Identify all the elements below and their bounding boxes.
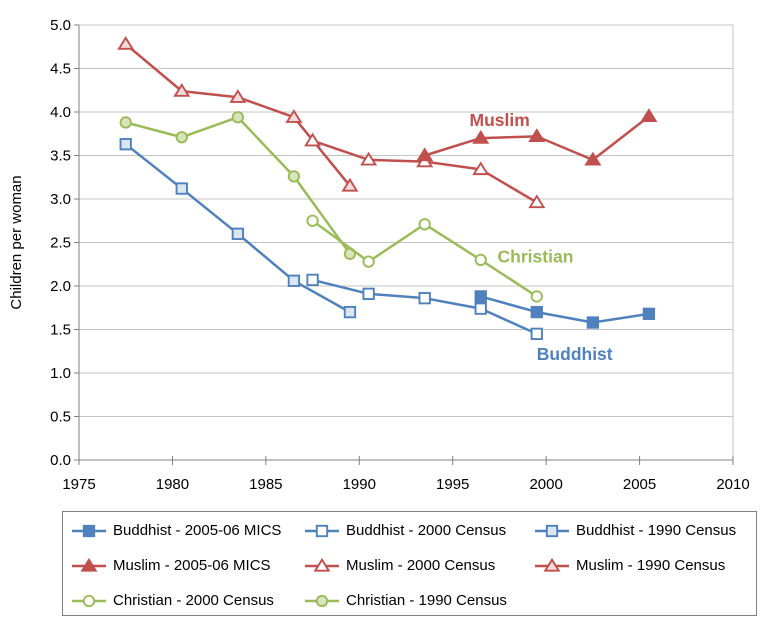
marker-buddhist-2000-census [306, 273, 319, 287]
legend-marker-buddhist-1990-census [535, 524, 569, 537]
marker-buddhist-2005-06-mics [642, 307, 656, 320]
x-tick-label: 1975 [62, 476, 95, 493]
y-tick-label: 4.5 [50, 61, 71, 78]
marker-muslim-2000-census [313, 557, 331, 572]
marker-buddhist-1990-census [119, 138, 132, 151]
marker-muslim-1990-census [117, 36, 135, 50]
legend-item-muslim-2005-06-mics: Muslim - 2005-06 MICS [71, 557, 304, 575]
series-line-buddhist-2005-06-mics [480, 295, 650, 324]
legend-label: Muslim - 1990 Census [576, 557, 726, 574]
legend-label: Muslim - 2005-06 MICS [113, 557, 271, 574]
y-tick-label: 0.0 [50, 452, 71, 469]
marker-buddhist-1990-census [343, 305, 357, 319]
x-tick-label: 1980 [156, 476, 189, 493]
marker-muslim-2005-06-mics [472, 129, 490, 144]
marker-christian-1990-census [231, 111, 244, 124]
marker-muslim-2000-census [360, 151, 378, 166]
series-label-muslim: Muslim [470, 110, 530, 130]
marker-buddhist-2000-census [418, 292, 431, 305]
legend-marker-christian-2000-census [72, 594, 106, 607]
x-tick-label: 2005 [623, 476, 656, 493]
y-axis-title: Children per woman [8, 175, 25, 309]
marker-muslim-2000-census [304, 132, 322, 147]
marker-christian-1990-census [175, 131, 188, 144]
legend-marker-muslim-1990-census [535, 557, 569, 572]
x-tick-label: 2000 [529, 476, 562, 493]
marker-christian-2000-census [474, 253, 487, 267]
legend-marker-muslim-2000-census [305, 557, 339, 572]
marker-buddhist-2000-census [530, 327, 543, 340]
legend-item-muslim-1990-census: Muslim - 1990 Census [534, 557, 756, 575]
legend-item-buddhist-1990-census: Buddhist - 1990 Census [534, 522, 756, 540]
legend-marker-muslim-2005-06-mics [72, 557, 106, 572]
y-tick-label: 2.5 [50, 235, 71, 252]
legend-label: Christian - 1990 Census [346, 592, 507, 609]
marker-christian-1990-census [119, 116, 132, 129]
x-tick-label: 2010 [716, 476, 749, 493]
marker-christian-1990-census [287, 170, 301, 183]
y-tick-label: 3.0 [50, 191, 71, 208]
marker-muslim-2005-06-mics [528, 128, 546, 143]
marker-muslim-2005-06-mics [416, 147, 434, 162]
marker-buddhist-2000-census [362, 287, 375, 300]
series-label-christian: Christian [498, 247, 574, 267]
marker-christian-2000-census [362, 255, 375, 268]
legend-item-muslim-2000-census: Muslim - 2000 Census [304, 557, 534, 575]
marker-buddhist-1990-census [287, 274, 301, 287]
legend-marker-buddhist-2005-06-mics [72, 524, 106, 537]
y-tick-label: 4.0 [50, 104, 71, 121]
legend-item-christian-2000-census: Christian - 2000 Census [71, 592, 304, 610]
marker-christian-2000-census [418, 218, 431, 231]
y-tick-label: 3.5 [50, 148, 71, 165]
y-tick-label: 2.0 [50, 278, 71, 295]
marker-buddhist-2000-census [315, 524, 329, 537]
marker-muslim-1990-census [229, 89, 247, 103]
marker-muslim-2005-06-mics [80, 557, 98, 572]
legend-label: Buddhist - 2005-06 MICS [113, 522, 282, 539]
marker-muslim-1990-census [543, 557, 561, 572]
marker-buddhist-2005-06-mics [586, 316, 600, 329]
legend-label: Buddhist - 2000 Census [346, 522, 507, 539]
y-tick-label: 1.0 [50, 365, 71, 382]
marker-buddhist-1990-census [545, 524, 559, 537]
y-tick-label: 1.5 [50, 322, 71, 339]
marker-christian-2000-census [530, 290, 543, 303]
legend-label: Christian - 2000 Census [113, 592, 274, 609]
marker-muslim-1990-census [285, 109, 303, 123]
marker-buddhist-1990-census [231, 227, 244, 240]
marker-muslim-2000-census [528, 194, 546, 209]
x-tick-label: 1990 [343, 476, 376, 493]
marker-christian-1990-census [315, 594, 329, 607]
y-tick-label: 0.5 [50, 409, 71, 426]
marker-christian-2000-census [306, 214, 319, 227]
marker-muslim-2000-census [472, 161, 490, 176]
marker-buddhist-2000-census [474, 302, 487, 315]
x-tick-label: 1985 [249, 476, 282, 493]
legend-item-buddhist-2005-06-mics: Buddhist - 2005-06 MICS [71, 522, 304, 540]
legend-marker-buddhist-2000-census [305, 524, 339, 537]
marker-muslim-1990-census [341, 177, 359, 192]
marker-christian-2000-census [82, 594, 96, 607]
y-tick-label: 5.0 [50, 17, 71, 34]
legend-label: Muslim - 2000 Census [346, 557, 496, 574]
x-tick-label: 1995 [436, 476, 469, 493]
marker-buddhist-2005-06-mics [82, 524, 96, 537]
legend-label: Buddhist - 1990 Census [576, 522, 737, 539]
fertility-trend-chart: 0.0 0.5 1.0 1.5 2.0 2.5 3.0 3.5 4.0 4.5 5.0 1975 198… [8, 17, 750, 493]
series-label-buddhist: Buddhist [537, 344, 613, 364]
marker-buddhist-2005-06-mics [474, 290, 487, 303]
marker-buddhist-2005-06-mics [530, 305, 543, 319]
legend-item-buddhist-2000-census: Buddhist - 2000 Census [304, 522, 534, 540]
marker-buddhist-1990-census [175, 182, 188, 195]
marker-muslim-2005-06-mics [640, 108, 658, 122]
legend-item-christian-1990-census: Christian - 1990 Census [304, 592, 534, 610]
legend-marker-christian-1990-census [305, 594, 339, 607]
marker-muslim-1990-census [173, 83, 191, 97]
marker-muslim-2005-06-mics [584, 151, 602, 166]
chart-legend: Buddhist - 2005-06 MICS Buddhist - 2000 … [62, 511, 757, 616]
